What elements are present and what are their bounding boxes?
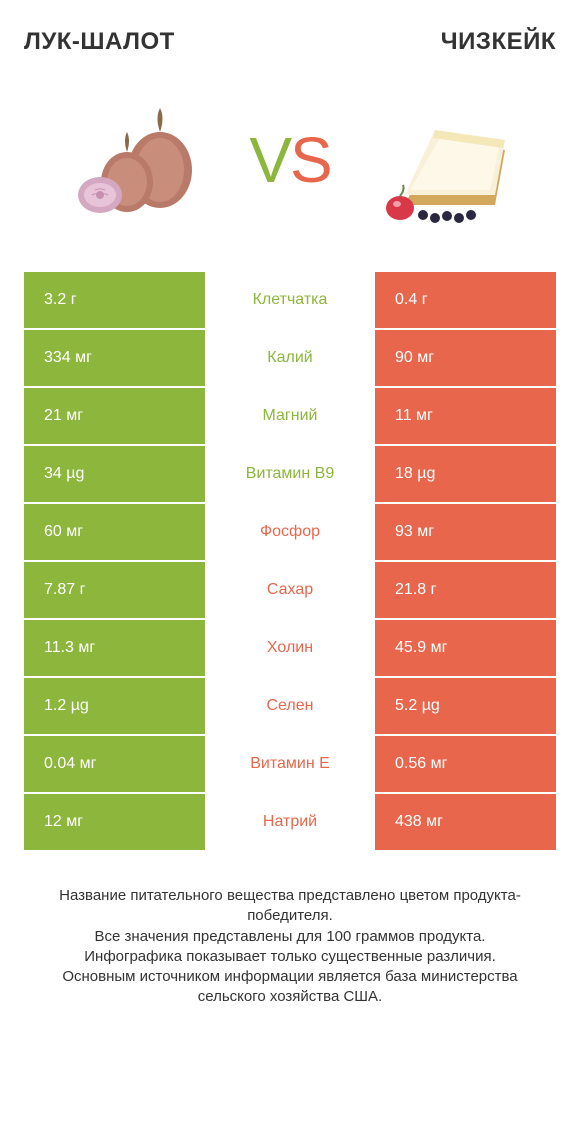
cheesecake-icon — [355, 90, 515, 230]
table-row: 1.2 µgСелен5.2 µg — [24, 678, 556, 734]
nutrient-label: Селен — [205, 678, 375, 734]
left-value-cell: 12 мг — [24, 794, 205, 850]
comparison-table: 3.2 гКлетчатка0.4 г334 мгКалий90 мг21 мг… — [24, 272, 556, 850]
nutrient-label: Магний — [205, 388, 375, 444]
left-value-cell: 3.2 г — [24, 272, 205, 328]
nutrient-label: Калий — [205, 330, 375, 386]
left-value-cell: 0.04 мг — [24, 736, 205, 792]
footnote: Название питательного вещества представл… — [24, 886, 556, 1008]
vs-label: VS — [249, 128, 330, 192]
left-value-cell: 11.3 мг — [24, 620, 205, 676]
nutrient-label: Фосфор — [205, 504, 375, 560]
table-row: 7.87 гСахар21.8 г — [24, 562, 556, 618]
nutrient-label: Сахар — [205, 562, 375, 618]
right-value-cell: 93 мг — [375, 504, 556, 560]
nutrient-label: Натрий — [205, 794, 375, 850]
nutrient-label: Холин — [205, 620, 375, 676]
right-value-cell: 0.56 мг — [375, 736, 556, 792]
vs-row: VS — [24, 80, 556, 240]
right-value-cell: 18 µg — [375, 446, 556, 502]
left-value-cell: 334 мг — [24, 330, 205, 386]
nutrient-label: Клетчатка — [205, 272, 375, 328]
left-value-cell: 7.87 г — [24, 562, 205, 618]
table-row: 12 мгНатрий438 мг — [24, 794, 556, 850]
vs-v: V — [249, 128, 290, 192]
vs-s: S — [290, 128, 331, 192]
nutrient-label: Витамин B9 — [205, 446, 375, 502]
table-row: 21 мгМагний11 мг — [24, 388, 556, 444]
right-value-cell: 5.2 µg — [375, 678, 556, 734]
right-value-cell: 0.4 г — [375, 272, 556, 328]
table-row: 60 мгФосфор93 мг — [24, 504, 556, 560]
right-value-cell: 11 мг — [375, 388, 556, 444]
left-title: ЛУК-ШАЛОТ — [24, 28, 175, 56]
table-row: 334 мгКалий90 мг — [24, 330, 556, 386]
left-value-cell: 34 µg — [24, 446, 205, 502]
left-value-cell: 60 мг — [24, 504, 205, 560]
right-title: ЧИЗКЕЙК — [441, 28, 556, 56]
right-value-cell: 90 мг — [375, 330, 556, 386]
header-row: ЛУК-ШАЛОТ ЧИЗКЕЙК — [24, 28, 556, 56]
footnote-line: Все значения представлены для 100 граммо… — [32, 927, 548, 947]
left-value-cell: 21 мг — [24, 388, 205, 444]
table-row: 34 µgВитамин B918 µg — [24, 446, 556, 502]
right-value-cell: 21.8 г — [375, 562, 556, 618]
table-row: 11.3 мгХолин45.9 мг — [24, 620, 556, 676]
left-value-cell: 1.2 µg — [24, 678, 205, 734]
table-row: 3.2 гКлетчатка0.4 г — [24, 272, 556, 328]
table-row: 0.04 мгВитамин E0.56 мг — [24, 736, 556, 792]
shallot-icon — [65, 90, 225, 230]
footnote-line: Название питательного вещества представл… — [32, 886, 548, 927]
footnote-line: Инфографика показывает только существенн… — [32, 947, 548, 967]
nutrient-label: Витамин E — [205, 736, 375, 792]
right-value-cell: 45.9 мг — [375, 620, 556, 676]
footnote-line: Основным источником информации является … — [32, 967, 548, 1008]
right-value-cell: 438 мг — [375, 794, 556, 850]
